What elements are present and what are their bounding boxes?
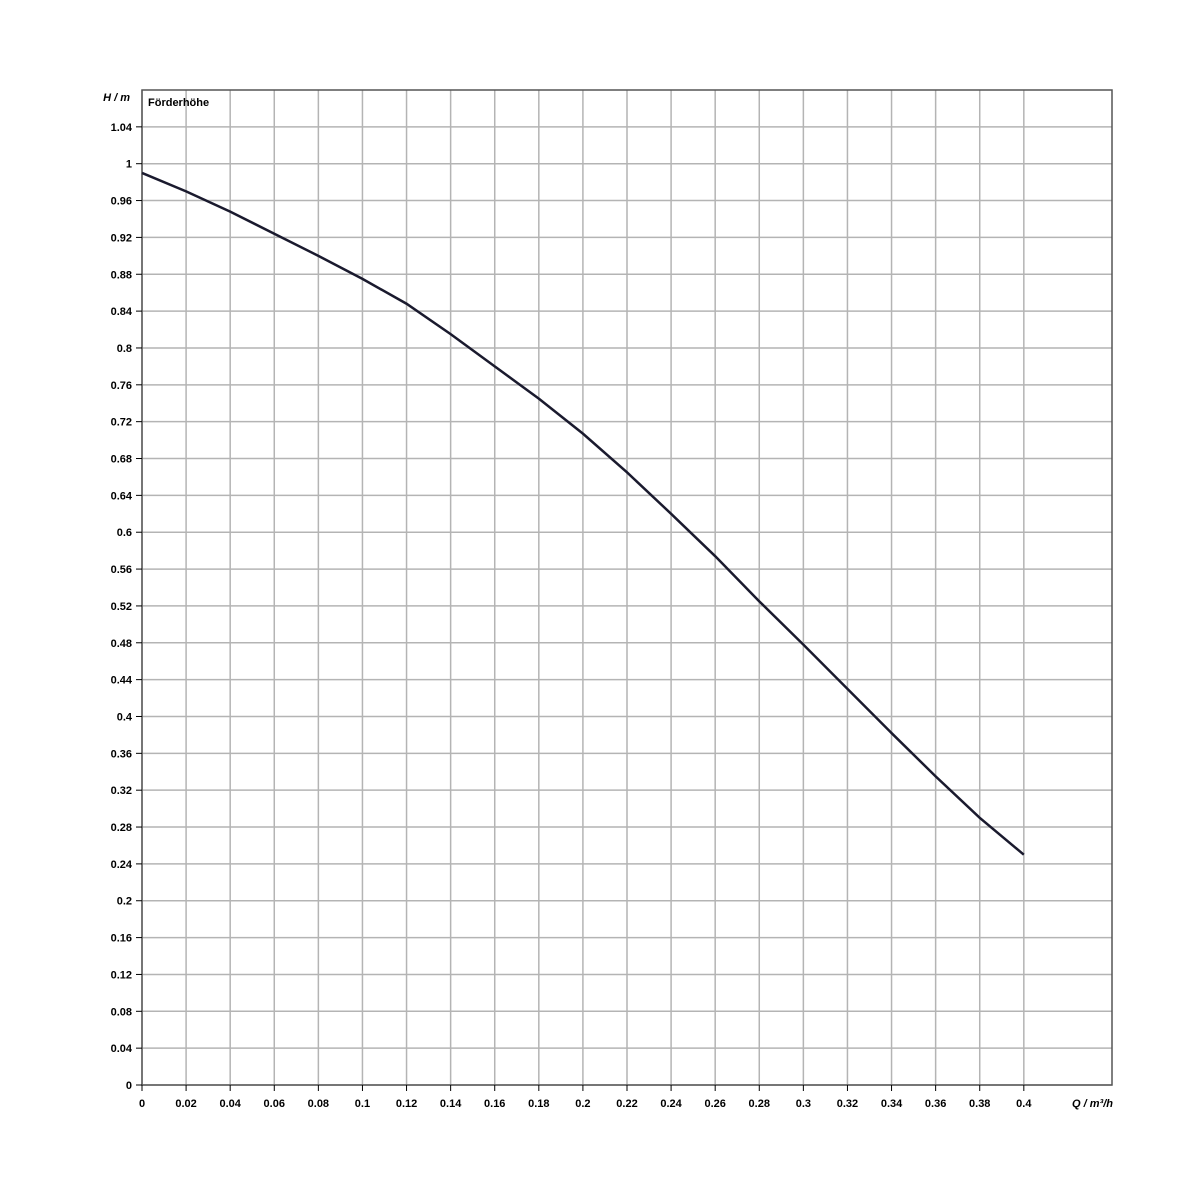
y-tick-label: 0.68 — [111, 454, 132, 466]
x-tick-label: 0.38 — [969, 1098, 990, 1110]
y-tick-label: 1 — [126, 159, 132, 171]
y-tick-label: 0.32 — [111, 785, 132, 797]
y-tick-label: 0.28 — [111, 822, 132, 834]
x-tick-label: 0.1 — [355, 1098, 370, 1110]
y-tick-label: 0.96 — [111, 196, 132, 208]
x-tick-label: 0.26 — [704, 1098, 725, 1110]
y-axis-label: H / m — [103, 92, 130, 104]
y-tick-label: 0.72 — [111, 417, 132, 429]
y-tick-label: 0.12 — [111, 969, 132, 981]
x-tick-label: 0.4 — [1016, 1098, 1032, 1110]
x-tick-label: 0.08 — [308, 1098, 329, 1110]
x-tick-label: 0.22 — [616, 1098, 637, 1110]
y-tick-label: 0.2 — [117, 896, 132, 908]
x-tick-label: 0.18 — [528, 1098, 549, 1110]
x-tick-label: 0.36 — [925, 1098, 946, 1110]
data-line — [141, 171, 1025, 856]
x-tick-label: 0.04 — [219, 1098, 241, 1110]
x-tick-label: 0.24 — [660, 1098, 682, 1110]
y-tick-label: 1.04 — [111, 122, 133, 134]
x-tick-label: 0.02 — [175, 1098, 196, 1110]
y-tick-label: 0.36 — [111, 748, 132, 760]
x-tick-label: 0.32 — [837, 1098, 858, 1110]
y-tick-label: 0.16 — [111, 933, 132, 945]
x-axis-label: Q / m³/h — [1072, 1098, 1113, 1110]
x-tick-label: 0.06 — [264, 1098, 285, 1110]
y-tick-label: 0.84 — [111, 306, 133, 318]
x-tick-label: 0.28 — [749, 1098, 770, 1110]
y-tick-label: 0.48 — [111, 638, 132, 650]
y-tick-label: 0.8 — [117, 343, 132, 355]
y-tick-label: 0.08 — [111, 1006, 132, 1018]
x-tick-label: 0.16 — [484, 1098, 505, 1110]
y-tick-label: 0.4 — [117, 711, 133, 723]
y-tick-label: 0 — [126, 1080, 132, 1092]
y-tick-label: 0.44 — [111, 675, 133, 687]
x-tick-label: 0.12 — [396, 1098, 417, 1110]
y-tick-label: 0.04 — [111, 1043, 133, 1055]
y-tick-label: 0.76 — [111, 380, 132, 392]
y-tick-label: 0.92 — [111, 232, 132, 244]
x-tick-label: 0.34 — [881, 1098, 903, 1110]
y-tick-label: 0.6 — [117, 527, 132, 539]
y-tick-label: 0.56 — [111, 564, 132, 576]
y-tick-label: 0.52 — [111, 601, 132, 613]
x-tick-label: 0 — [139, 1098, 145, 1110]
x-tick-label: 0.2 — [575, 1098, 590, 1110]
y-tick-label: 0.24 — [111, 859, 133, 871]
series-label: Förderhöhe — [148, 97, 209, 109]
x-tick-label: 0.3 — [796, 1098, 811, 1110]
y-tick-label: 0.88 — [111, 269, 132, 281]
y-tick-label: 0.64 — [111, 490, 133, 502]
x-tick-label: 0.14 — [440, 1098, 462, 1110]
